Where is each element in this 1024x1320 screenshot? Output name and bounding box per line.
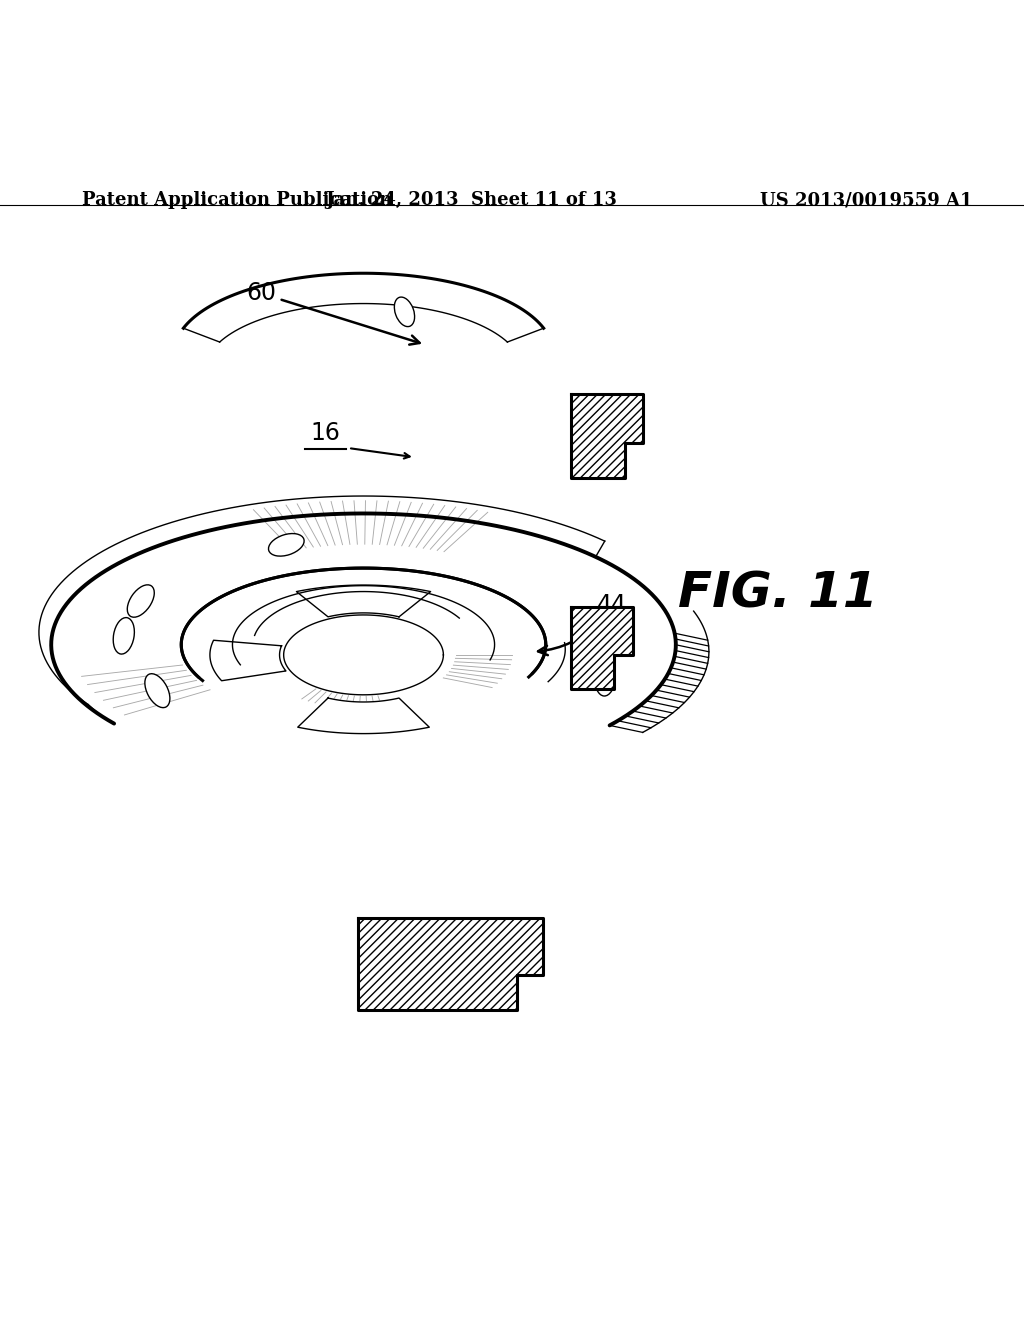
Polygon shape: [210, 640, 286, 681]
Ellipse shape: [394, 297, 415, 326]
Ellipse shape: [144, 673, 170, 708]
Text: Jan. 24, 2013  Sheet 11 of 13: Jan. 24, 2013 Sheet 11 of 13: [325, 191, 617, 209]
Text: 16: 16: [310, 421, 341, 445]
Polygon shape: [298, 698, 429, 734]
Text: Patent Application Publication: Patent Application Publication: [82, 191, 392, 209]
Polygon shape: [358, 917, 543, 1010]
Ellipse shape: [114, 618, 134, 655]
Text: FIG. 11: FIG. 11: [679, 569, 878, 618]
Polygon shape: [571, 393, 643, 478]
Polygon shape: [296, 585, 431, 616]
Text: 44: 44: [538, 593, 628, 655]
Text: US 2013/0019559 A1: US 2013/0019559 A1: [760, 191, 973, 209]
Ellipse shape: [595, 659, 615, 696]
Ellipse shape: [268, 533, 304, 556]
Polygon shape: [571, 607, 633, 689]
Ellipse shape: [127, 585, 155, 618]
Text: 60: 60: [246, 281, 420, 345]
